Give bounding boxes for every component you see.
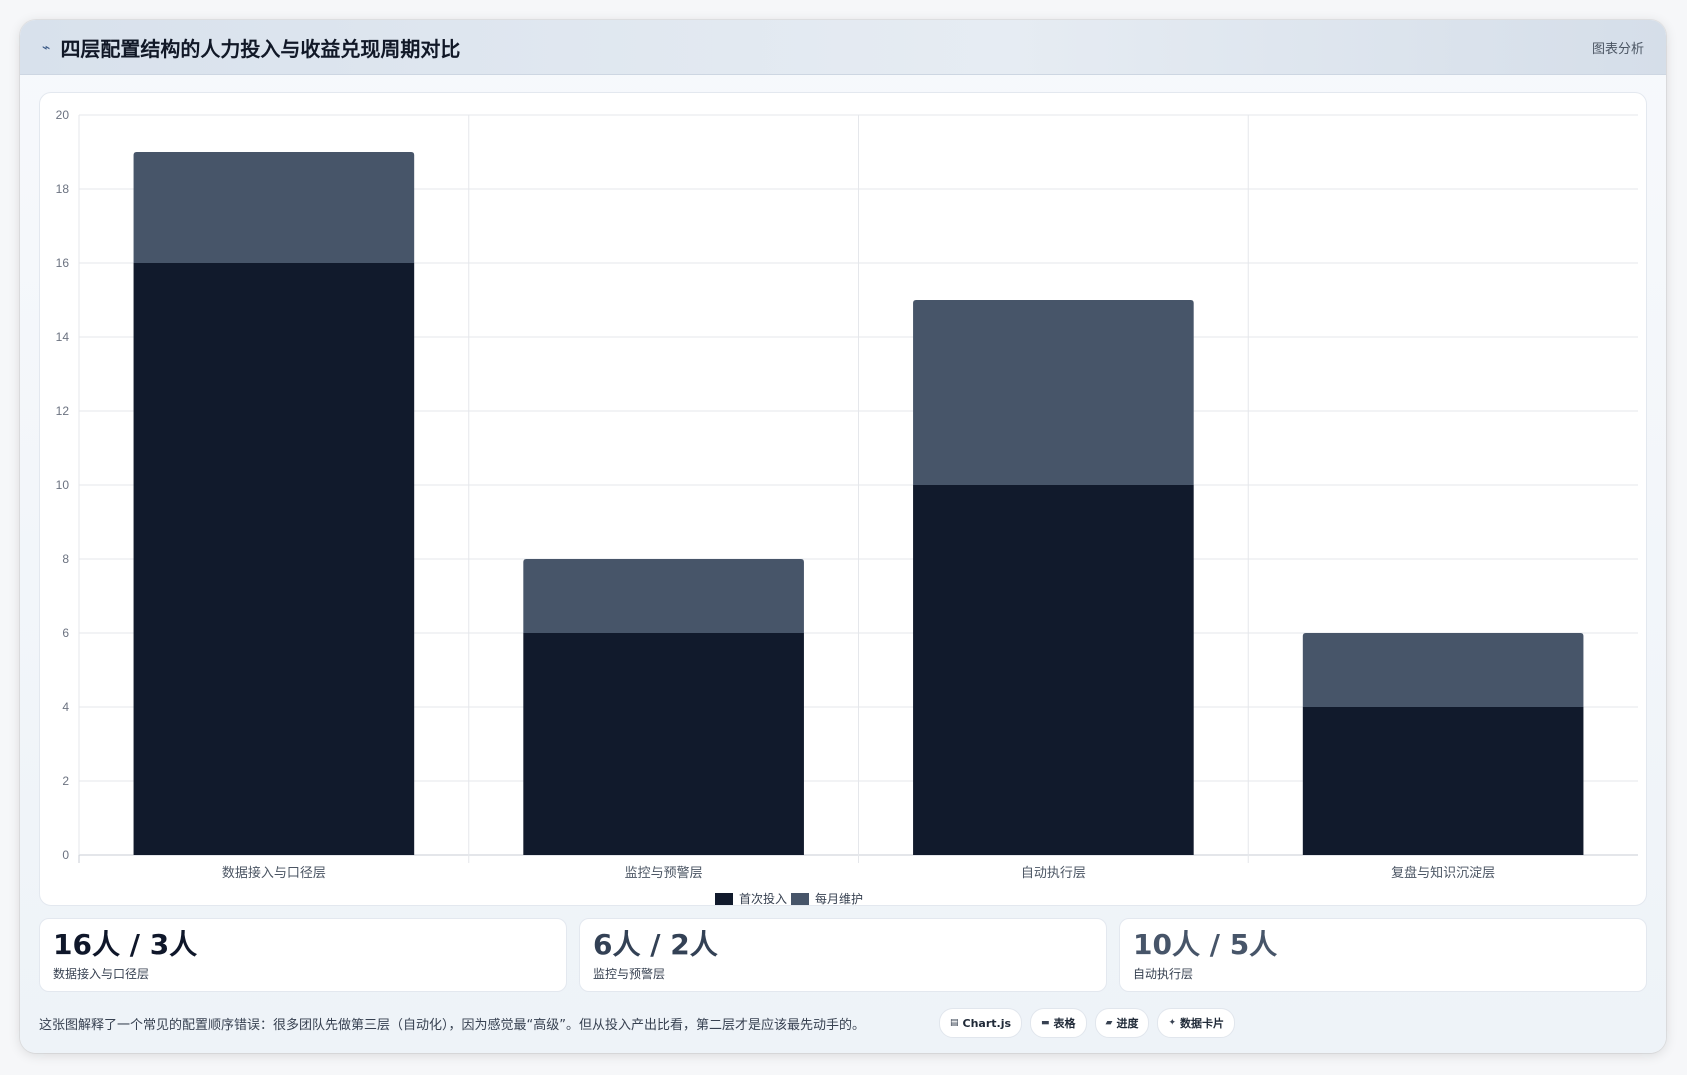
bar-segment — [133, 263, 415, 855]
chart-card: ⌁ 四层配置结构的人力投入与收益兑现周期对比 图表分析 0 2 4 6 8 10 12 14 1… — [20, 20, 1666, 1053]
chip-label: Chart.js — [962, 1016, 1012, 1030]
chip-progress[interactable]: ▰ 进度 — [1094, 1008, 1150, 1038]
chip-label: 数据卡片 — [1180, 1017, 1225, 1030]
card-icon: ✦ — [1168, 1018, 1177, 1028]
stat-card: 6人 / 2人 监控与预警层 — [579, 918, 1107, 992]
page-title: 四层配置结构的人力投入与收益兑现周期对比 — [60, 36, 461, 61]
bar-segment — [133, 152, 415, 263]
x-tick-label: 数据接入与口径层 — [222, 865, 326, 880]
bar-segment — [523, 633, 804, 855]
bar-segment — [523, 559, 804, 633]
y-tick-label: 10 — [56, 478, 70, 492]
chip-list: ▤ Chart.js ▬ 表格 ▰ 进度 ✦ 数据卡片 — [939, 1008, 1236, 1038]
y-tick-label: 18 — [56, 182, 70, 196]
stat-card: 10人 / 5人 自动执行层 — [1119, 918, 1647, 992]
chart-panel: 0 2 4 6 8 10 12 14 16 18 20 数据接入与口径层 监控与预警层 自动执行层 复盘与知… — [39, 92, 1647, 906]
x-tick-label: 监控与预警层 — [625, 865, 703, 880]
legend-swatch — [715, 893, 733, 905]
stat-label: 数据接入与口径层 — [53, 967, 150, 981]
y-tick-label: 14 — [56, 330, 70, 344]
y-tick-label: 2 — [62, 774, 69, 788]
x-tick-label: 自动执行层 — [1021, 865, 1086, 880]
stat-value: 6人 / 2人 — [593, 928, 718, 961]
bar-segment — [913, 485, 1194, 855]
y-tick-label: 4 — [62, 700, 69, 714]
card-footer: 这张图解释了一个常见的配置顺序错误：很多团队先做第三层（自动化），因为感觉最“高… — [39, 1006, 1647, 1040]
bar-segment — [913, 300, 1194, 485]
stat-value: 10人 / 5人 — [1133, 928, 1278, 961]
bar-segment — [1302, 707, 1584, 855]
y-tick-label: 12 — [56, 404, 70, 418]
x-tick-label: 复盘与知识沉淀层 — [1391, 865, 1495, 880]
y-tick-label: 20 — [56, 108, 70, 122]
chip-label: 进度 — [1116, 1017, 1139, 1030]
stat-label: 监控与预警层 — [593, 967, 666, 981]
stat-label: 自动执行层 — [1133, 967, 1194, 981]
chip-label: 表格 — [1053, 1017, 1076, 1030]
stat-card: 16人 / 3人 数据接入与口径层 — [39, 918, 567, 992]
y-tick-label: 8 — [62, 552, 69, 566]
chart-analysis-badge[interactable]: 图表分析 — [1591, 41, 1644, 57]
progress-icon: ▰ — [1105, 1018, 1113, 1028]
trend-icon: ⌁ — [42, 40, 51, 56]
chip-table[interactable]: ▬ 表格 — [1030, 1008, 1087, 1038]
y-tick-label: 0 — [62, 848, 69, 862]
y-tick-label: 6 — [62, 626, 69, 640]
card-header: ⌁ 四层配置结构的人力投入与收益兑现周期对比 图表分析 — [20, 20, 1666, 75]
stat-value: 16人 / 3人 — [53, 928, 198, 961]
chip-datacard[interactable]: ✦ 数据卡片 — [1157, 1008, 1236, 1038]
bar-segment — [1302, 633, 1584, 707]
chip-chartjs[interactable]: ▤ Chart.js — [939, 1008, 1023, 1038]
y-tick-label: 16 — [56, 256, 70, 270]
footer-note: 这张图解释了一个常见的配置顺序错误：很多团队先做第三层（自动化），因为感觉最“高… — [39, 1017, 865, 1033]
stacked-bar-chart: 0 2 4 6 8 10 12 14 16 18 20 数据接入与口径层 监控与预警层 自动执行层 复盘与知… — [56, 108, 1638, 906]
legend-label: 每月维护 — [815, 891, 863, 906]
legend-swatch — [791, 893, 809, 905]
chart-icon: ▤ — [950, 1018, 959, 1028]
table-icon: ▬ — [1041, 1018, 1050, 1028]
stat-cards: 16人 / 3人 数据接入与口径层 6人 / 2人 监控与预警层 10人 / 5… — [39, 918, 1647, 992]
legend-label: 首次投入 — [739, 891, 787, 906]
